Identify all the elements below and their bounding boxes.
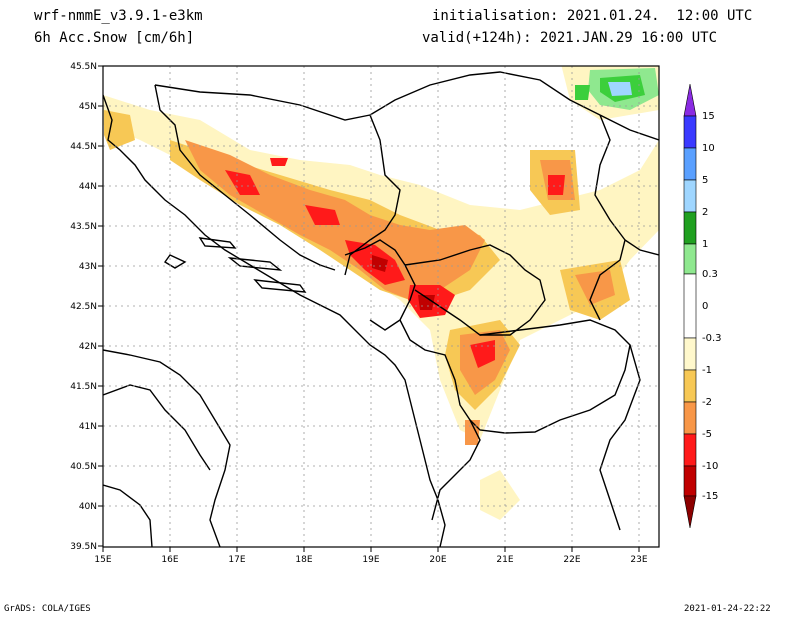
lon-label: 18E xyxy=(295,555,312,565)
legend-labels: 15 10 5 2 1 0.3 0 -0.3 -1 -2 -5 -10 -15 xyxy=(702,111,722,502)
legend-label: -0.3 xyxy=(702,333,722,344)
legend-label: 5 xyxy=(702,175,708,186)
lat-labels: 45.5N 45N 44.5N 44N 43.5N 43N 42.5N 42N … xyxy=(70,62,97,552)
legend-label: -5 xyxy=(702,429,712,440)
lon-label: 22E xyxy=(563,555,580,565)
lon-label: 17E xyxy=(228,555,245,565)
lat-label: 41N xyxy=(79,422,97,432)
coastlines-borders xyxy=(103,71,659,547)
legend-swatch xyxy=(683,337,697,371)
legend-swatch xyxy=(683,369,697,403)
lat-label: 43N xyxy=(79,262,97,272)
lon-labels: 15E 16E 17E 18E 19E 20E 21E 22E 23E xyxy=(94,555,647,565)
lon-label: 15E xyxy=(94,555,111,565)
init-time: initialisation: 2021.01.24. 12:00 UTC xyxy=(432,8,753,24)
grid-lines xyxy=(103,66,659,547)
lat-label: 44.5N xyxy=(70,142,97,152)
lat-label: 40.5N xyxy=(70,462,97,472)
legend-label: 15 xyxy=(702,111,715,122)
lat-label: 41.5N xyxy=(70,382,97,392)
lat-label: 45.5N xyxy=(70,62,97,72)
lon-label: 20E xyxy=(429,555,446,565)
legend-swatch xyxy=(683,179,697,213)
lat-label: 40N xyxy=(79,502,97,512)
model-title: wrf-nmmE_v3.9.1-e3km xyxy=(34,8,203,24)
lat-label: 43.5N xyxy=(70,222,97,232)
legend-label: 2 xyxy=(702,207,708,218)
field-title: 6h Acc.Snow [cm/6h] xyxy=(34,30,195,46)
legend-label: -2 xyxy=(702,397,712,408)
legend-arrow-bottom xyxy=(683,495,697,529)
legend-label: -1 xyxy=(702,365,712,376)
legend-arrow-top xyxy=(683,83,697,117)
legend-label: -10 xyxy=(702,461,718,472)
lon-label: 19E xyxy=(362,555,379,565)
legend-swatch xyxy=(683,401,697,435)
legend-label: 10 xyxy=(702,143,715,154)
legend-label: 1 xyxy=(702,239,708,250)
legend-label: -15 xyxy=(702,491,718,502)
legend-swatch xyxy=(683,115,697,149)
legend-swatch xyxy=(683,147,697,181)
axis-ticks xyxy=(98,65,640,552)
grads-credit: GrADS: COLA/IGES xyxy=(4,604,91,614)
valid-time: valid(+124h): 2021.JAN.29 16:00 UTC xyxy=(422,30,718,46)
lat-label: 42.5N xyxy=(70,302,97,312)
lat-label: 39.5N xyxy=(70,542,97,552)
lat-label: 44N xyxy=(79,182,97,192)
color-legend xyxy=(683,83,697,529)
legend-swatch xyxy=(683,211,697,245)
lat-label: 45N xyxy=(79,102,97,112)
legend-swatch xyxy=(683,273,697,339)
lon-label: 16E xyxy=(161,555,178,565)
lat-label: 42N xyxy=(79,342,97,352)
legend-label: 0.3 xyxy=(702,269,718,280)
legend-swatch xyxy=(683,465,697,497)
lon-label: 21E xyxy=(496,555,513,565)
snowfall-field xyxy=(103,66,659,520)
legend-label: 0 xyxy=(702,301,708,312)
generation-timestamp: 2021-01-24-22:22 xyxy=(684,604,771,614)
legend-swatch xyxy=(683,433,697,467)
legend-swatch xyxy=(683,243,697,275)
lon-label: 23E xyxy=(630,555,647,565)
